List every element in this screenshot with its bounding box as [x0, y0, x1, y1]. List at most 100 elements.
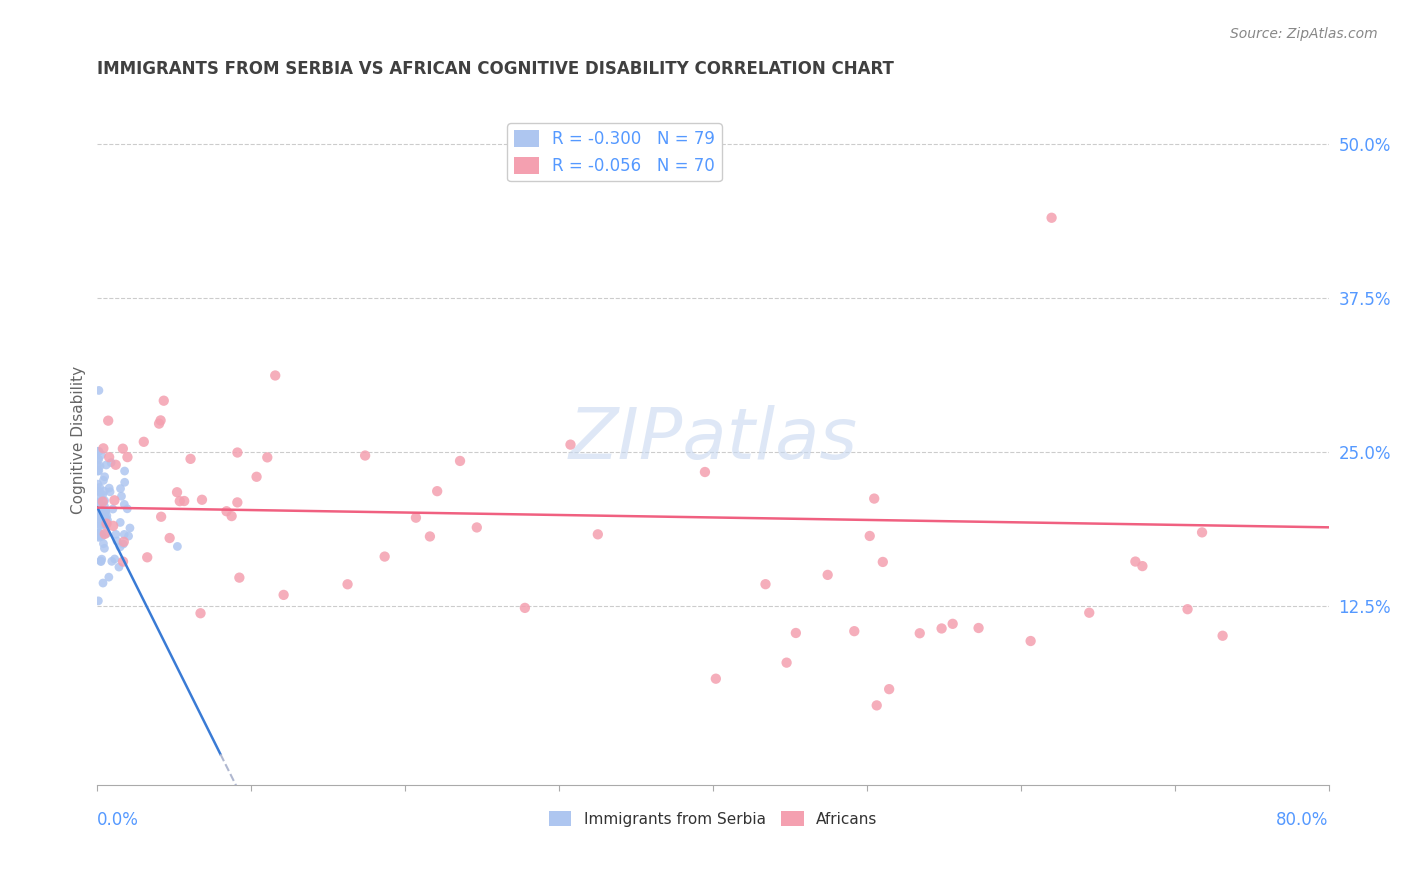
- Africans: [560, 437, 582, 451]
- Immigrants from Serbia: [110, 482, 132, 496]
- Africans: [859, 529, 882, 543]
- Immigrants from Serbia: [87, 519, 110, 533]
- Africans: [103, 493, 125, 508]
- Africans: [152, 393, 174, 408]
- Immigrants from Serbia: [91, 529, 114, 543]
- Immigrants from Serbia: [87, 594, 110, 608]
- Africans: [336, 577, 359, 591]
- Africans: [693, 465, 716, 479]
- Immigrants from Serbia: [105, 534, 128, 549]
- Africans: [967, 621, 990, 635]
- Immigrants from Serbia: [90, 555, 112, 569]
- Africans: [863, 491, 886, 506]
- Immigrants from Serbia: [87, 452, 110, 467]
- Africans: [465, 520, 488, 534]
- Africans: [132, 434, 155, 449]
- Immigrants from Serbia: [110, 516, 132, 530]
- Africans: [908, 626, 931, 640]
- Africans: [877, 682, 900, 697]
- Immigrants from Serbia: [91, 517, 114, 532]
- Immigrants from Serbia: [89, 508, 111, 522]
- Immigrants from Serbia: [97, 570, 120, 584]
- Immigrants from Serbia: [86, 527, 108, 541]
- Immigrants from Serbia: [96, 458, 118, 472]
- Immigrants from Serbia: [100, 456, 122, 470]
- Immigrants from Serbia: [104, 527, 127, 541]
- Immigrants from Serbia: [89, 508, 111, 522]
- Africans: [866, 698, 889, 713]
- Text: IMMIGRANTS FROM SERBIA VS AFRICAN COGNITIVE DISABILITY CORRELATION CHART: IMMIGRANTS FROM SERBIA VS AFRICAN COGNIT…: [97, 60, 894, 78]
- Africans: [117, 450, 139, 464]
- Immigrants from Serbia: [101, 502, 124, 516]
- Immigrants from Serbia: [94, 510, 117, 524]
- Immigrants from Serbia: [87, 496, 110, 510]
- Immigrants from Serbia: [112, 537, 135, 551]
- Immigrants from Serbia: [93, 484, 115, 499]
- Immigrants from Serbia: [96, 513, 118, 527]
- Immigrants from Serbia: [87, 444, 110, 458]
- Immigrants from Serbia: [93, 518, 115, 533]
- Africans: [419, 529, 441, 543]
- Africans: [1019, 634, 1042, 648]
- Text: Source: ZipAtlas.com: Source: ZipAtlas.com: [1230, 27, 1378, 41]
- Africans: [942, 616, 965, 631]
- Africans: [256, 450, 278, 465]
- Immigrants from Serbia: [91, 516, 114, 531]
- Africans: [104, 458, 127, 472]
- Africans: [191, 492, 214, 507]
- Immigrants from Serbia: [86, 477, 108, 491]
- Immigrants from Serbia: [93, 493, 115, 508]
- Africans: [374, 549, 396, 564]
- Immigrants from Serbia: [91, 503, 114, 517]
- Immigrants from Serbia: [93, 536, 115, 550]
- Immigrants from Serbia: [90, 554, 112, 568]
- Africans: [1125, 555, 1147, 569]
- Africans: [426, 484, 449, 499]
- Immigrants from Serbia: [90, 448, 112, 462]
- Immigrants from Serbia: [89, 480, 111, 494]
- Africans: [931, 622, 953, 636]
- Immigrants from Serbia: [91, 488, 114, 502]
- Africans: [226, 495, 249, 509]
- Africans: [817, 567, 839, 582]
- Immigrants from Serbia: [89, 484, 111, 499]
- Immigrants from Serbia: [93, 499, 115, 513]
- Immigrants from Serbia: [91, 576, 114, 591]
- Immigrants from Serbia: [94, 504, 117, 518]
- Africans: [513, 600, 536, 615]
- Immigrants from Serbia: [86, 509, 108, 524]
- Immigrants from Serbia: [89, 458, 111, 473]
- Africans: [844, 624, 866, 639]
- Africans: [169, 494, 191, 508]
- Africans: [754, 577, 776, 591]
- Africans: [94, 527, 117, 541]
- Africans: [872, 555, 894, 569]
- Africans: [149, 413, 172, 427]
- Immigrants from Serbia: [87, 464, 110, 478]
- Africans: [586, 527, 609, 541]
- Text: 80.0%: 80.0%: [1277, 812, 1329, 830]
- Africans: [245, 470, 267, 484]
- Immigrants from Serbia: [112, 497, 135, 511]
- Africans: [221, 509, 243, 524]
- Africans: [136, 550, 159, 565]
- Immigrants from Serbia: [112, 527, 135, 541]
- Immigrants from Serbia: [94, 504, 117, 518]
- Immigrants from Serbia: [93, 541, 115, 556]
- Africans: [173, 494, 195, 508]
- Africans: [1078, 606, 1101, 620]
- Immigrants from Serbia: [114, 464, 136, 478]
- Immigrants from Serbia: [118, 521, 141, 535]
- Immigrants from Serbia: [89, 490, 111, 504]
- Africans: [1177, 602, 1199, 616]
- Immigrants from Serbia: [87, 452, 110, 467]
- Immigrants from Serbia: [89, 526, 111, 541]
- Immigrants from Serbia: [86, 458, 108, 473]
- Immigrants from Serbia: [89, 517, 111, 532]
- Immigrants from Serbia: [114, 475, 136, 490]
- Africans: [226, 445, 249, 459]
- Immigrants from Serbia: [93, 474, 115, 488]
- Africans: [111, 442, 134, 456]
- Africans: [449, 454, 471, 468]
- Immigrants from Serbia: [93, 469, 115, 483]
